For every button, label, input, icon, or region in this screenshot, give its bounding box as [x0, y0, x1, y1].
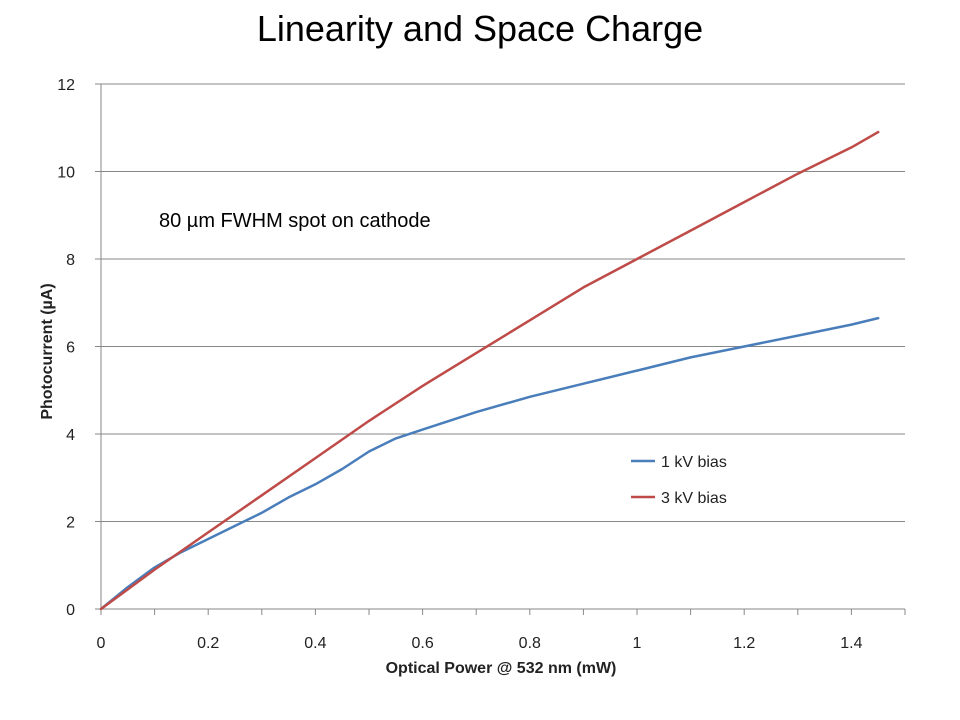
- y-tick-labels: 0 2 4 6 8 10 12: [57, 77, 75, 619]
- y-tick-label: 6: [66, 340, 75, 357]
- y-tick-label: 10: [57, 165, 75, 182]
- y-tick-label: 4: [66, 427, 75, 444]
- legend-label-1: 1 kV bias: [661, 454, 727, 471]
- x-tick-label: 0.8: [519, 635, 541, 652]
- x-tick-label: 1.4: [840, 635, 862, 652]
- chart-title: Linearity and Space Charge: [256, 8, 704, 49]
- x-tick-label: 0.4: [304, 635, 326, 652]
- y-axis-title: Photocurrent (µA): [39, 283, 56, 419]
- series-lines: [99, 130, 880, 611]
- legend-label-2: 3 kV bias: [661, 490, 727, 507]
- y-tick-label: 8: [66, 252, 75, 269]
- y-tick-label: 12: [57, 77, 75, 94]
- legend: 1 kV bias 3 kV bias: [631, 454, 727, 507]
- x-tick-label: 1: [633, 635, 642, 652]
- x-tick-label: 0.2: [197, 635, 219, 652]
- series-line-2: [99, 130, 880, 611]
- series-line-1: [99, 316, 880, 611]
- axes: [95, 83, 906, 615]
- x-axis-title: Optical Power @ 532 nm (mW): [386, 660, 617, 677]
- chart-annotation: 80 µm FWHM spot on cathode: [159, 210, 431, 232]
- gridlines: [101, 83, 905, 522]
- x-tick-label: 0: [97, 635, 106, 652]
- x-tick-label: 1.2: [733, 635, 755, 652]
- y-tick-label: 0: [66, 602, 75, 619]
- x-tick-label: 0.6: [411, 635, 433, 652]
- x-tick-labels: 0 0.2 0.4 0.6 0.8 1 1.2 1.4: [97, 635, 863, 652]
- y-tick-label: 2: [66, 515, 75, 532]
